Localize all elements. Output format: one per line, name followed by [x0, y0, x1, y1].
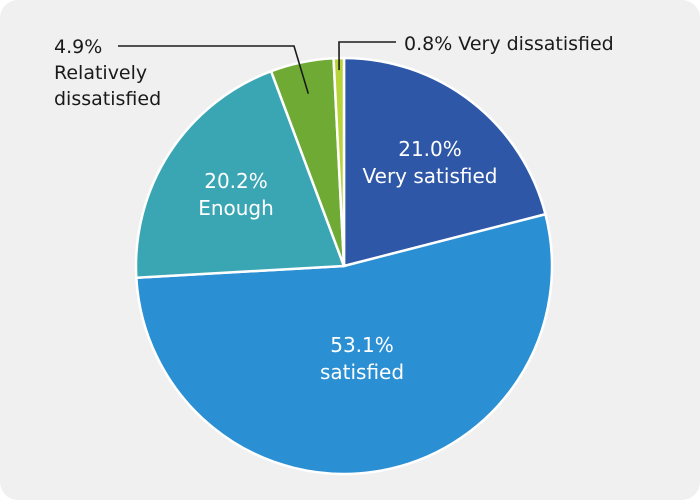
slice-label-satisfied: 53.1% satisfied — [320, 333, 404, 384]
slice-label-enough: 20.2% Enough — [198, 169, 274, 220]
pie-slice-enough — [134, 69, 346, 280]
slice-label-relatively-dissatisfied: 4.9% Relatively dissatisfied — [54, 36, 161, 110]
pie-slice-very-satisfied — [342, 56, 547, 268]
leader-line-relatively-dissatisfied — [118, 45, 310, 94]
slice-label-very-dissatisfied: 0.8% Very dissatisfied — [404, 33, 614, 55]
leader-line-very-dissatisfied — [338, 41, 396, 71]
slice-label-very-satisfied: 21.0% Very satisfied — [363, 137, 498, 188]
pie-slice-satisfied — [135, 213, 554, 476]
